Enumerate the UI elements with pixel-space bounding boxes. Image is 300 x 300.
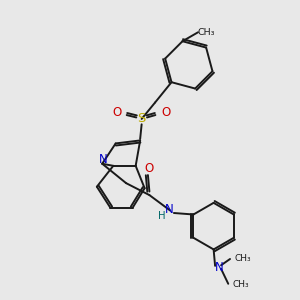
Text: H: H [158, 211, 166, 221]
Text: O: O [161, 106, 170, 119]
Text: N: N [165, 203, 174, 216]
Text: O: O [112, 106, 121, 119]
Text: CH₃: CH₃ [235, 254, 251, 263]
Text: S: S [137, 112, 146, 125]
Text: O: O [145, 162, 154, 175]
Text: N: N [215, 261, 224, 274]
Text: CH₃: CH₃ [233, 280, 249, 289]
Text: CH₃: CH₃ [198, 28, 215, 37]
Text: N: N [98, 153, 107, 166]
